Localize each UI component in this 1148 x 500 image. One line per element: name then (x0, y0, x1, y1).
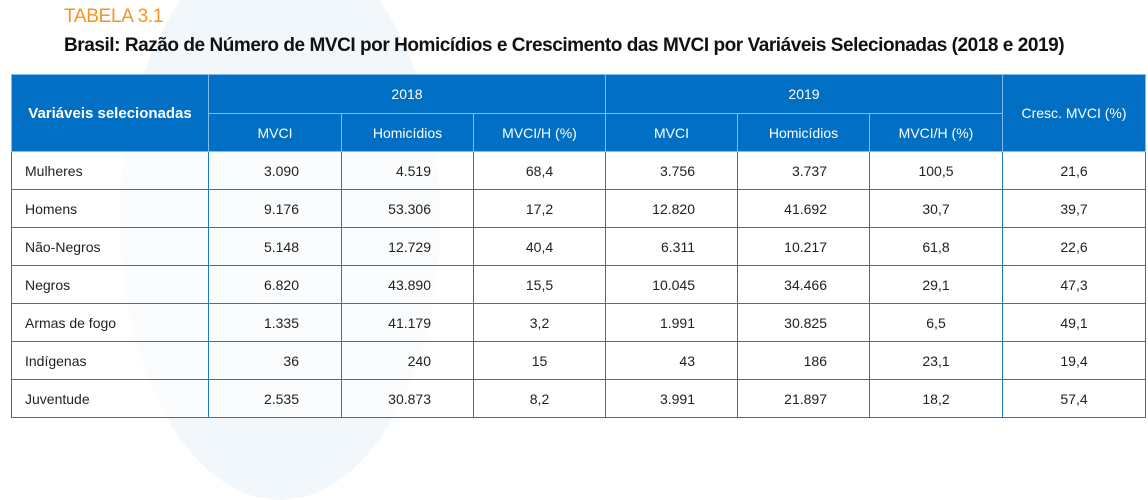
header-2018-mvci: MVCI (208, 113, 342, 152)
cell-mvci-h-2019: 100,5 (869, 151, 1003, 190)
cell-homicidios-2019: 34.466 (737, 265, 870, 304)
cell-mvci-2019: 10.045 (605, 265, 738, 304)
cell-cresc-mvci: 47,3 (1002, 265, 1146, 304)
header-year-2018: 2018 (208, 74, 606, 114)
cell-mvci-2018: 3.090 (208, 151, 342, 190)
cell-mvci-2019: 12.820 (605, 189, 738, 228)
cell-cresc-mvci: 39,7 (1002, 189, 1146, 228)
cell-mvci-h-2019: 23,1 (869, 341, 1003, 380)
cell-cresc-mvci: 57,4 (1002, 379, 1146, 418)
cell-homicidios-2018: 41.179 (341, 303, 474, 342)
row-label: Indígenas (11, 341, 209, 380)
cell-homicidios-2018: 53.306 (341, 189, 474, 228)
row-label: Homens (11, 189, 209, 228)
row-label: Mulheres (11, 151, 209, 190)
cell-mvci-2018: 36 (208, 341, 342, 380)
cell-mvci-2019: 43 (605, 341, 738, 380)
cell-homicidios-2018: 4.519 (341, 151, 474, 190)
cell-homicidios-2018: 43.890 (341, 265, 474, 304)
header-2018-mvci-h: MVCI/H (%) (473, 113, 606, 152)
cell-homicidios-2019: 30.825 (737, 303, 870, 342)
cell-mvci-h-2018: 8,2 (473, 379, 606, 418)
cell-homicidios-2019: 10.217 (737, 227, 870, 266)
cell-homicidios-2018: 12.729 (341, 227, 474, 266)
cell-mvci-2019: 3.991 (605, 379, 738, 418)
cell-mvci-h-2019: 18,2 (869, 379, 1003, 418)
cell-mvci-h-2019: 6,5 (869, 303, 1003, 342)
cell-cresc-mvci: 22,6 (1002, 227, 1146, 266)
header-variables: Variáveis selecionadas (11, 74, 209, 152)
table-row: Indígenas 36 240 15 43 186 23,1 19,4 (11, 341, 1146, 380)
header-2019-homicidios: Homicídios (737, 113, 870, 152)
cell-mvci-2019: 1.991 (605, 303, 738, 342)
cell-mvci-2018: 9.176 (208, 189, 342, 228)
data-table: Variáveis selecionadas 2018 2019 Cresc. … (11, 74, 1146, 418)
cell-homicidios-2019: 21.897 (737, 379, 870, 418)
table-row: Não-Negros 5.148 12.729 40,4 6.311 10.217 61,8… (11, 227, 1146, 266)
row-label: Juventude (11, 379, 209, 418)
cell-homicidios-2019: 186 (737, 341, 870, 380)
header-2019-mvci: MVCI (605, 113, 738, 152)
row-label: Negros (11, 265, 209, 304)
cell-mvci-h-2019: 61,8 (869, 227, 1003, 266)
cell-homicidios-2018: 240 (341, 341, 474, 380)
header-2018-homicidios: Homicídios (341, 113, 474, 152)
cell-mvci-2018: 2.535 (208, 379, 342, 418)
cell-mvci-h-2018: 17,2 (473, 189, 606, 228)
table-title: Brasil: Razão de Número de MVCI por Homi… (64, 35, 1065, 56)
cell-cresc-mvci: 19,4 (1002, 341, 1146, 380)
table-row: Negros 6.820 43.890 15,5 10.045 34.466 29,1 47,… (11, 265, 1146, 304)
cell-homicidios-2018: 30.873 (341, 379, 474, 418)
header-2019-mvci-h: MVCI/H (%) (869, 113, 1003, 152)
cell-homicidios-2019: 3.737 (737, 151, 870, 190)
cell-mvci-2018: 6.820 (208, 265, 342, 304)
cell-mvci-h-2018: 40,4 (473, 227, 606, 266)
cell-cresc-mvci: 21,6 (1002, 151, 1146, 190)
table-row: Juventude 2.535 30.873 8,2 3.991 21.897 18,2 57… (11, 379, 1146, 418)
cell-mvci-h-2019: 29,1 (869, 265, 1003, 304)
cell-mvci-h-2018: 15,5 (473, 265, 606, 304)
row-label: Armas de fogo (11, 303, 209, 342)
cell-mvci-2018: 5.148 (208, 227, 342, 266)
cell-mvci-h-2018: 68,4 (473, 151, 606, 190)
table-row: Homens 9.176 53.306 17,2 12.820 41.692 30,7 39,… (11, 189, 1146, 228)
cell-mvci-2019: 3.756 (605, 151, 738, 190)
cell-homicidios-2019: 41.692 (737, 189, 870, 228)
cell-cresc-mvci: 49,1 (1002, 303, 1146, 342)
header-year-2019: 2019 (605, 74, 1003, 114)
cell-mvci-h-2019: 30,7 (869, 189, 1003, 228)
table-label: TABELA 3.1 (64, 6, 164, 27)
cell-mvci-h-2018: 3,2 (473, 303, 606, 342)
row-label: Não-Negros (11, 227, 209, 266)
table-row: Armas de fogo 1.335 41.179 3,2 1.991 30.825 6,… (11, 303, 1146, 342)
cell-mvci-h-2018: 15 (473, 341, 606, 380)
cell-mvci-2019: 6.311 (605, 227, 738, 266)
header-growth: Cresc. MVCI (%) (1002, 74, 1146, 152)
cell-mvci-2018: 1.335 (208, 303, 342, 342)
table-row: Mulheres 3.090 4.519 68,4 3.756 3.737 100,5 21,… (11, 151, 1146, 190)
